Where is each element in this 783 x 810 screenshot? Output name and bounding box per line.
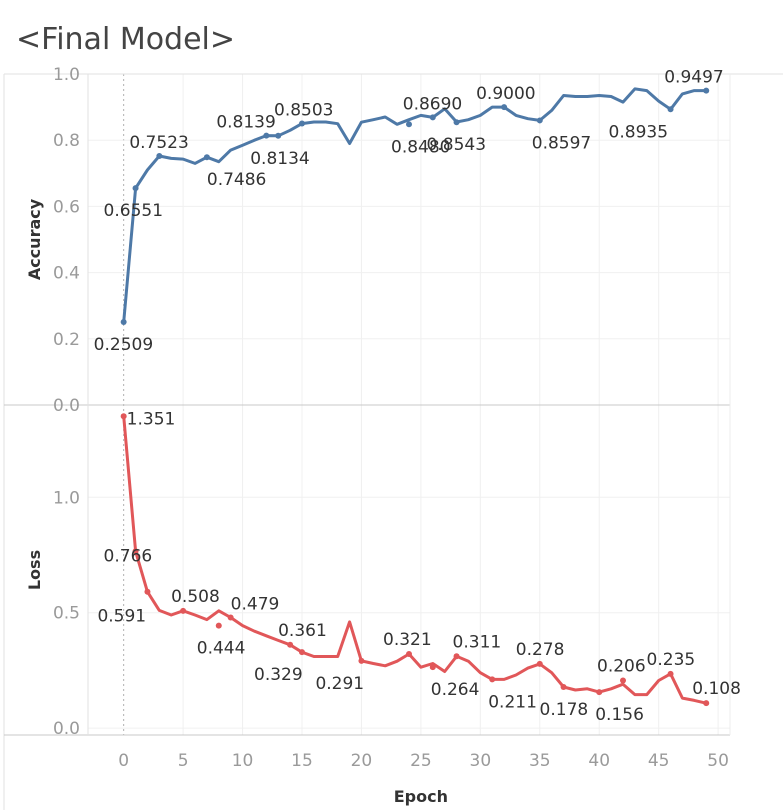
- x-tick-label: 35: [529, 751, 551, 771]
- data-label: 0.206: [597, 657, 646, 677]
- data-label: 0.508: [171, 587, 220, 607]
- data-label: 0.278: [516, 640, 565, 660]
- data-point: [144, 588, 151, 595]
- y-tick-label: 1.0: [53, 65, 80, 85]
- x-tick-label: 10: [232, 751, 254, 771]
- y-tick-label: 0.4: [53, 264, 80, 284]
- data-label: 0.291: [315, 674, 364, 694]
- y-axis-title: Loss: [25, 550, 44, 590]
- data-label: 0.7486: [207, 170, 266, 190]
- data-label: 0.8597: [532, 133, 591, 153]
- data-label: 0.444: [197, 639, 246, 659]
- data-label: 0.8480: [391, 137, 450, 157]
- data-point: [703, 700, 710, 707]
- data-label: 0.8543: [427, 135, 486, 155]
- panel-frames: [3, 73, 783, 810]
- data-label: 0.321: [383, 630, 432, 650]
- data-point: [287, 641, 294, 648]
- data-label: 0.264: [431, 680, 480, 700]
- axis-titles: Accuracy Loss Epoch: [25, 198, 448, 806]
- data-point: [132, 548, 139, 555]
- data-point: [180, 607, 187, 614]
- data-point: [596, 689, 603, 696]
- data-label: 0.8503: [274, 101, 333, 121]
- data-point: [453, 653, 460, 660]
- x-tick-label: 50: [707, 751, 729, 771]
- x-tick-label: 20: [351, 751, 373, 771]
- y-tick-label: 1.0: [53, 488, 80, 508]
- data-point: [299, 120, 305, 127]
- y-tick-label: 0.8: [53, 131, 80, 151]
- data-label: 0.8690: [403, 94, 462, 114]
- x-tick-label: 45: [648, 751, 670, 771]
- data-point: [358, 657, 365, 664]
- y-tick-label: 0.5: [53, 604, 80, 624]
- y-tick-label: 0.0: [53, 719, 80, 739]
- x-axis-title: Epoch: [394, 787, 448, 806]
- y-tick-label: 0.0: [53, 396, 80, 416]
- data-point: [120, 318, 127, 325]
- x-tick-label: 5: [178, 751, 189, 771]
- data-point: [620, 677, 626, 684]
- data-label: 0.361: [278, 621, 327, 641]
- data-label: 0.235: [647, 650, 696, 670]
- data-point: [227, 614, 234, 621]
- data-label: 0.766: [104, 546, 153, 566]
- data-point: [453, 119, 460, 126]
- data-label: 0.479: [231, 595, 280, 615]
- chart-title: <Final Model>: [16, 22, 236, 57]
- data-label: 0.8134: [250, 149, 309, 169]
- data-label: 0.8935: [609, 122, 668, 142]
- data-point: [667, 106, 674, 113]
- loss-series-line: [122, 414, 708, 705]
- data-point: [299, 649, 305, 656]
- data-label: 0.178: [540, 700, 589, 720]
- y-axis-title: Accuracy: [25, 198, 44, 280]
- data-label: 0.2509: [94, 335, 153, 355]
- data-label: 0.591: [97, 607, 146, 627]
- data-label: 0.6551: [104, 201, 163, 221]
- data-point: [489, 676, 496, 683]
- data-point: [501, 104, 508, 111]
- data-label: 0.108: [692, 679, 741, 699]
- x-tick-label: 0: [118, 751, 129, 771]
- data-label: 0.156: [595, 705, 644, 725]
- y-tick-label: 0.2: [53, 330, 80, 350]
- data-label: 0.9497: [664, 68, 723, 88]
- data-label: 0.9000: [476, 84, 535, 104]
- data-label: 0.329: [254, 665, 303, 685]
- x-tick-label: 15: [291, 751, 313, 771]
- data-point: [536, 660, 543, 667]
- x-tick-label: 40: [588, 751, 610, 771]
- accuracy-series-line: [122, 87, 708, 324]
- x-tick-label: 30: [470, 751, 492, 771]
- x-tick-label: 25: [410, 751, 432, 771]
- data-point: [406, 121, 412, 128]
- data-point: [120, 413, 127, 420]
- data-point: [429, 664, 436, 671]
- data-point: [203, 154, 210, 161]
- tick-labels: 0 5 10 15 20 25 30 35 40 45 50 0.0 0.2 0.4 0.6 0.8 1.0 0.…: [53, 65, 729, 771]
- data-point: [132, 185, 139, 192]
- data-point: [560, 684, 567, 690]
- data-point: [275, 132, 282, 139]
- data-label: 0.8139: [216, 113, 275, 133]
- data-label: 0.7523: [129, 133, 188, 153]
- data-label: 1.351: [127, 409, 176, 429]
- data-point: [536, 117, 543, 124]
- y-tick-label: 0.6: [53, 197, 80, 217]
- data-label: 0.311: [453, 632, 502, 652]
- series-lines: [120, 87, 710, 707]
- data-point: [667, 670, 674, 677]
- data-point: [215, 622, 222, 629]
- data-point: [156, 152, 163, 159]
- data-label: 0.211: [488, 692, 537, 712]
- data-point: [429, 114, 436, 121]
- data-point: [703, 87, 710, 94]
- data-point: [263, 132, 270, 139]
- data-point: [406, 651, 412, 657]
